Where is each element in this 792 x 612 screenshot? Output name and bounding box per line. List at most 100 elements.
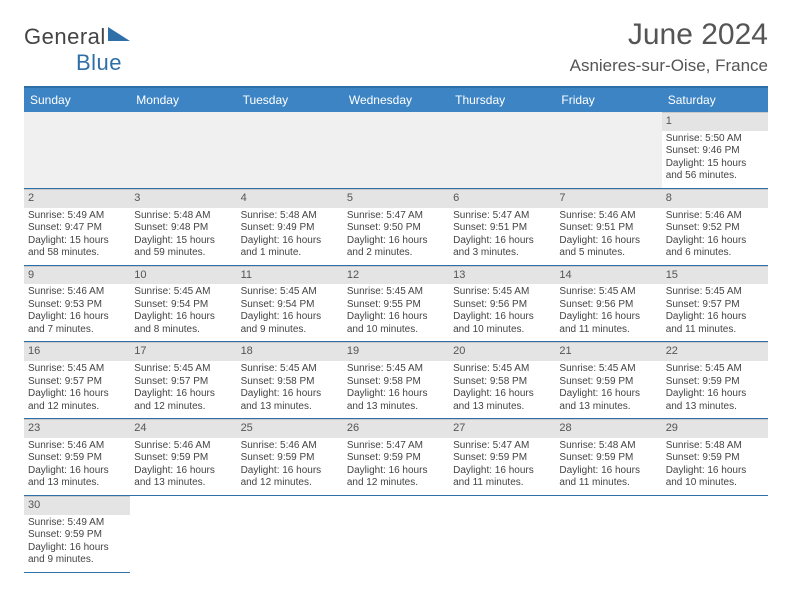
sunrise-text: Sunrise: 5:45 AM [28,363,126,376]
sunrise-text: Sunrise: 5:46 AM [28,440,126,453]
day-number: 4 [237,189,343,208]
calendar-day: 23Sunrise: 5:46 AMSunset: 9:59 PMDayligh… [24,419,130,496]
day-number: 11 [237,266,343,285]
day-number: 29 [662,419,768,438]
daylight-text: Daylight: 16 hours and 11 minutes. [666,311,764,336]
day-number: 12 [343,266,449,285]
sunset-text: Sunset: 9:58 PM [241,376,339,389]
location: Asnieres-sur-Oise, France [570,56,768,76]
calendar-empty [343,495,449,572]
sunset-text: Sunset: 9:52 PM [666,222,764,235]
sunset-text: Sunset: 9:57 PM [28,376,126,389]
calendar-empty [343,112,449,188]
daylight-text: Daylight: 16 hours and 10 minutes. [347,311,445,336]
sunset-text: Sunset: 9:54 PM [134,299,232,312]
calendar-day: 14Sunrise: 5:45 AMSunset: 9:56 PMDayligh… [555,265,661,342]
day-number: 24 [130,419,236,438]
sunrise-text: Sunrise: 5:46 AM [241,440,339,453]
daylight-text: Daylight: 16 hours and 12 minutes. [241,465,339,490]
daylight-text: Daylight: 16 hours and 13 minutes. [453,388,551,413]
logo-flag-icon [108,27,130,41]
sunrise-text: Sunrise: 5:48 AM [666,440,764,453]
daylight-text: Daylight: 16 hours and 10 minutes. [453,311,551,336]
sunset-text: Sunset: 9:53 PM [28,299,126,312]
month-title: June 2024 [570,18,768,52]
sunrise-text: Sunrise: 5:49 AM [28,517,126,530]
calendar-day: 17Sunrise: 5:45 AMSunset: 9:57 PMDayligh… [130,342,236,419]
sunset-text: Sunset: 9:59 PM [666,452,764,465]
sunset-text: Sunset: 9:59 PM [453,452,551,465]
logo-word2: Blue [76,50,122,75]
sunrise-text: Sunrise: 5:45 AM [453,363,551,376]
calendar-day: 25Sunrise: 5:46 AMSunset: 9:59 PMDayligh… [237,419,343,496]
calendar-day: 13Sunrise: 5:45 AMSunset: 9:56 PMDayligh… [449,265,555,342]
sunrise-text: Sunrise: 5:45 AM [241,286,339,299]
daylight-text: Daylight: 16 hours and 10 minutes. [666,465,764,490]
sunrise-text: Sunrise: 5:45 AM [347,286,445,299]
sunset-text: Sunset: 9:59 PM [241,452,339,465]
sunset-text: Sunset: 9:59 PM [134,452,232,465]
sunrise-text: Sunrise: 5:45 AM [666,286,764,299]
calendar-empty [555,112,661,188]
day-number: 5 [343,189,449,208]
day-number: 17 [130,342,236,361]
day-number: 6 [449,189,555,208]
day-number: 14 [555,266,661,285]
day-number: 9 [24,266,130,285]
weekday-header: Sunday [24,87,130,112]
calendar-empty [449,495,555,572]
daylight-text: Daylight: 16 hours and 13 minutes. [28,465,126,490]
day-number: 21 [555,342,661,361]
calendar-empty [130,112,236,188]
sunrise-text: Sunrise: 5:47 AM [347,210,445,223]
daylight-text: Daylight: 16 hours and 9 minutes. [241,311,339,336]
day-number: 10 [130,266,236,285]
sunset-text: Sunset: 9:59 PM [347,452,445,465]
sunrise-text: Sunrise: 5:46 AM [559,210,657,223]
calendar-empty [237,112,343,188]
calendar-empty [555,495,661,572]
sunrise-text: Sunrise: 5:50 AM [666,133,764,146]
calendar-day: 3Sunrise: 5:48 AMSunset: 9:48 PMDaylight… [130,188,236,265]
calendar-day: 26Sunrise: 5:47 AMSunset: 9:59 PMDayligh… [343,419,449,496]
sunrise-text: Sunrise: 5:45 AM [453,286,551,299]
sunset-text: Sunset: 9:48 PM [134,222,232,235]
calendar-day: 10Sunrise: 5:45 AMSunset: 9:54 PMDayligh… [130,265,236,342]
daylight-text: Daylight: 16 hours and 3 minutes. [453,235,551,260]
daylight-text: Daylight: 15 hours and 56 minutes. [666,158,764,183]
calendar-day: 20Sunrise: 5:45 AMSunset: 9:58 PMDayligh… [449,342,555,419]
sunrise-text: Sunrise: 5:46 AM [28,286,126,299]
daylight-text: Daylight: 16 hours and 11 minutes. [559,465,657,490]
calendar-day: 16Sunrise: 5:45 AMSunset: 9:57 PMDayligh… [24,342,130,419]
sunset-text: Sunset: 9:57 PM [666,299,764,312]
sunrise-text: Sunrise: 5:45 AM [559,363,657,376]
weekday-header: Saturday [662,87,768,112]
calendar-empty [130,495,236,572]
calendar-day: 24Sunrise: 5:46 AMSunset: 9:59 PMDayligh… [130,419,236,496]
sunrise-text: Sunrise: 5:45 AM [241,363,339,376]
logo-word1: General [24,24,106,49]
sunset-text: Sunset: 9:56 PM [453,299,551,312]
day-number: 8 [662,189,768,208]
calendar-day: 22Sunrise: 5:45 AMSunset: 9:59 PMDayligh… [662,342,768,419]
calendar-day: 12Sunrise: 5:45 AMSunset: 9:55 PMDayligh… [343,265,449,342]
calendar-body: 1Sunrise: 5:50 AMSunset: 9:46 PMDaylight… [24,112,768,572]
daylight-text: Daylight: 16 hours and 13 minutes. [134,465,232,490]
weekday-header: Thursday [449,87,555,112]
calendar-day: 28Sunrise: 5:48 AMSunset: 9:59 PMDayligh… [555,419,661,496]
sunset-text: Sunset: 9:51 PM [559,222,657,235]
sunset-text: Sunset: 9:58 PM [453,376,551,389]
calendar-row: 2Sunrise: 5:49 AMSunset: 9:47 PMDaylight… [24,188,768,265]
sunrise-text: Sunrise: 5:48 AM [134,210,232,223]
daylight-text: Daylight: 16 hours and 8 minutes. [134,311,232,336]
sunset-text: Sunset: 9:56 PM [559,299,657,312]
daylight-text: Daylight: 16 hours and 7 minutes. [28,311,126,336]
day-number: 26 [343,419,449,438]
calendar-empty [662,495,768,572]
calendar-empty [24,112,130,188]
sunset-text: Sunset: 9:50 PM [347,222,445,235]
calendar-day: 18Sunrise: 5:45 AMSunset: 9:58 PMDayligh… [237,342,343,419]
sunrise-text: Sunrise: 5:45 AM [347,363,445,376]
calendar-day: 1Sunrise: 5:50 AMSunset: 9:46 PMDaylight… [662,112,768,188]
daylight-text: Daylight: 16 hours and 13 minutes. [347,388,445,413]
